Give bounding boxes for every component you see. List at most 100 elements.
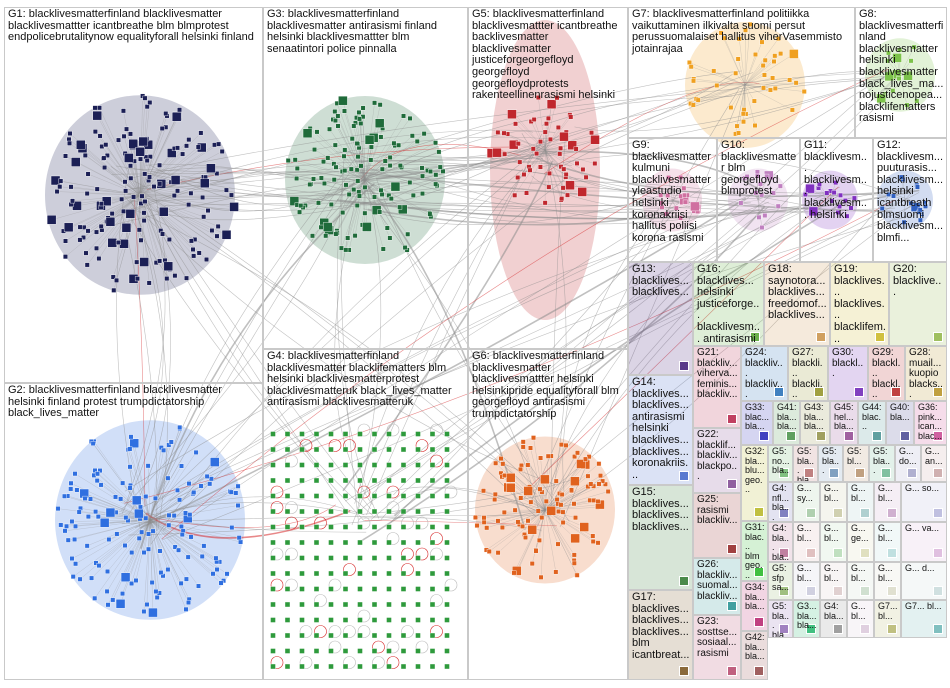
node-g3 bbox=[364, 135, 375, 145]
node-g1 bbox=[167, 148, 177, 158]
node-g4 bbox=[415, 601, 421, 608]
edge bbox=[364, 179, 431, 217]
self-loop bbox=[430, 547, 443, 561]
node-g5 bbox=[559, 196, 565, 202]
node-cluster-icon bbox=[754, 617, 764, 627]
group-panel-g17: G17: blacklives... blacklives... blackli… bbox=[628, 590, 693, 680]
node-g6 bbox=[570, 533, 580, 544]
group-label: G... do... bbox=[899, 446, 917, 466]
node-g4 bbox=[444, 570, 450, 577]
node-g5 bbox=[531, 117, 537, 122]
node-g4 bbox=[386, 601, 392, 608]
edge bbox=[161, 68, 889, 540]
node-g2 bbox=[115, 599, 126, 609]
node-g8 bbox=[904, 102, 910, 108]
self-loop bbox=[357, 625, 371, 638]
node-g1 bbox=[134, 276, 140, 282]
group-panel-g7b: G7... bl... bbox=[901, 600, 947, 638]
node-g5 bbox=[543, 121, 549, 127]
node-g2 bbox=[127, 446, 133, 452]
node-g2 bbox=[127, 464, 133, 470]
node-g3 bbox=[332, 109, 338, 115]
edge bbox=[149, 519, 214, 574]
edge bbox=[149, 492, 236, 521]
node-g1 bbox=[175, 145, 180, 151]
node-g4 bbox=[299, 663, 305, 670]
node-g1 bbox=[146, 280, 152, 286]
edge bbox=[139, 132, 201, 196]
node-g10 bbox=[753, 190, 759, 196]
node-g11 bbox=[837, 204, 842, 209]
group-label: G... bl... bbox=[878, 563, 893, 583]
node-g7 bbox=[718, 30, 724, 36]
node-g1 bbox=[171, 112, 182, 122]
edge bbox=[730, 84, 746, 108]
node-g2 bbox=[157, 548, 163, 554]
group-panel-g29: G29: blackl... blackl... bbox=[868, 346, 905, 401]
edge bbox=[757, 199, 760, 218]
node-g1 bbox=[127, 131, 133, 137]
node-g5 bbox=[537, 164, 543, 170]
node-g3 bbox=[292, 157, 298, 163]
group-panel-g5a: G5: no... bla... bbox=[768, 445, 793, 482]
node-g2 bbox=[88, 496, 93, 502]
node-g2 bbox=[210, 571, 216, 577]
node-g4 bbox=[444, 493, 450, 499]
node-cluster-icon bbox=[860, 586, 870, 596]
node-g6 bbox=[540, 474, 550, 485]
node-g3 bbox=[362, 222, 372, 232]
node-g3 bbox=[436, 149, 442, 155]
node-g4 bbox=[400, 462, 407, 468]
edge bbox=[295, 159, 366, 181]
node-g4 bbox=[429, 663, 436, 670]
node-g4 bbox=[270, 555, 276, 561]
edge bbox=[139, 194, 195, 240]
node-g6 bbox=[571, 552, 577, 558]
node-g1 bbox=[92, 105, 98, 111]
node-g6 bbox=[574, 572, 580, 578]
node-g1 bbox=[111, 287, 117, 293]
group-label: G1: blacklivesmatterfinland blacklivesma… bbox=[8, 8, 254, 44]
node-cluster-icon bbox=[833, 548, 843, 558]
edge bbox=[149, 519, 161, 552]
self-loop bbox=[430, 454, 443, 468]
node-g2 bbox=[150, 528, 156, 534]
edge bbox=[139, 194, 145, 263]
node-g5 bbox=[561, 166, 567, 172]
group-label: G... bl... bbox=[797, 523, 812, 543]
edge bbox=[757, 199, 779, 207]
node-g1 bbox=[160, 231, 166, 237]
edge bbox=[342, 160, 554, 492]
node-g1 bbox=[209, 228, 215, 233]
node-g4 bbox=[415, 508, 421, 515]
edge bbox=[116, 165, 896, 214]
edge bbox=[486, 509, 546, 528]
edge bbox=[149, 498, 156, 521]
node-g1 bbox=[103, 142, 109, 148]
node-g4 bbox=[270, 524, 276, 530]
edge bbox=[149, 491, 232, 521]
edge bbox=[139, 190, 178, 196]
edge bbox=[300, 179, 366, 206]
node-g3 bbox=[390, 181, 401, 192]
node-g4 bbox=[328, 477, 334, 484]
node-g3 bbox=[374, 118, 385, 128]
node-g4 bbox=[342, 477, 349, 484]
node-cluster-icon bbox=[774, 387, 784, 397]
node-g4 bbox=[328, 446, 334, 453]
self-loop bbox=[401, 516, 414, 530]
node-g4 bbox=[270, 632, 276, 639]
group-panel-g34: G34: bla... bla... bbox=[741, 581, 768, 631]
edge bbox=[364, 179, 430, 215]
group-label: G9: blacklivesmatter kulmuni blacklivesm… bbox=[632, 139, 711, 244]
group-label: G43: bla... bla... bbox=[804, 402, 824, 432]
edge bbox=[357, 486, 538, 514]
node-g3 bbox=[340, 210, 346, 216]
edge bbox=[294, 179, 366, 202]
node-g4 bbox=[429, 446, 436, 453]
node-g4 bbox=[313, 446, 320, 453]
node-g3 bbox=[331, 177, 337, 183]
node-g10 bbox=[756, 214, 762, 220]
node-g5 bbox=[524, 190, 529, 196]
node-g1 bbox=[94, 186, 100, 192]
